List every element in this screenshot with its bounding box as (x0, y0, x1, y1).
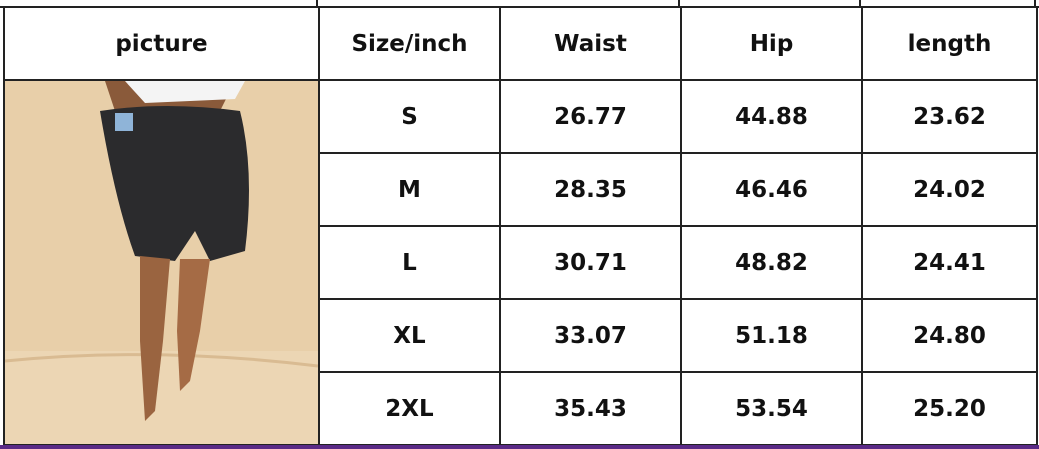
hip-cell: 53.54 (680, 371, 863, 446)
product-photo (3, 79, 320, 446)
divider (859, 0, 861, 6)
size-cell: M (318, 152, 501, 227)
length-cell: 25.20 (861, 371, 1038, 446)
waist-cell: 35.43 (499, 371, 682, 446)
length-cell: 23.62 (861, 79, 1038, 154)
table-row: S 26.77 44.88 23.62 (3, 79, 1038, 446)
accent-bar (0, 445, 1039, 449)
waist-cell: 33.07 (499, 298, 682, 373)
header-row: picture Size/inch Waist Hip length (3, 6, 1038, 81)
header-hip: Hip (680, 6, 863, 81)
table-row: L 30.71 48.82 24.41 (4, 225, 1038, 300)
header-size: Size/inch (318, 6, 501, 81)
length-cell: 24.80 (861, 298, 1038, 373)
size-cell: L (318, 225, 501, 300)
hip-cell: 44.88 (680, 79, 863, 154)
divider (316, 0, 318, 6)
hip-cell: 48.82 (680, 225, 863, 300)
length-cell: 24.02 (861, 152, 1038, 227)
header-length: length (861, 6, 1038, 81)
shorts-model-image (5, 81, 318, 444)
size-cell: S (318, 79, 501, 154)
hip-cell: 51.18 (680, 298, 863, 373)
waist-cell: 26.77 (499, 79, 682, 154)
waist-cell: 30.71 (499, 225, 682, 300)
header-waist: Waist (499, 6, 682, 81)
hip-cell: 46.46 (680, 152, 863, 227)
size-cell: XL (318, 298, 501, 373)
size-chart-table: picture Size/inch Waist Hip length S 26.… (3, 6, 1038, 446)
table-row: M 28.35 46.46 24.02 (4, 152, 1038, 227)
divider (678, 0, 680, 6)
size-cell: 2XL (318, 371, 501, 446)
header-picture: picture (3, 6, 320, 81)
table-row: 2XL 35.43 53.54 25.20 (4, 371, 1038, 446)
length-cell: 24.41 (861, 225, 1038, 300)
table-row: XL 33.07 51.18 24.80 (4, 298, 1038, 373)
divider (1034, 0, 1036, 6)
waist-cell: 28.35 (499, 152, 682, 227)
